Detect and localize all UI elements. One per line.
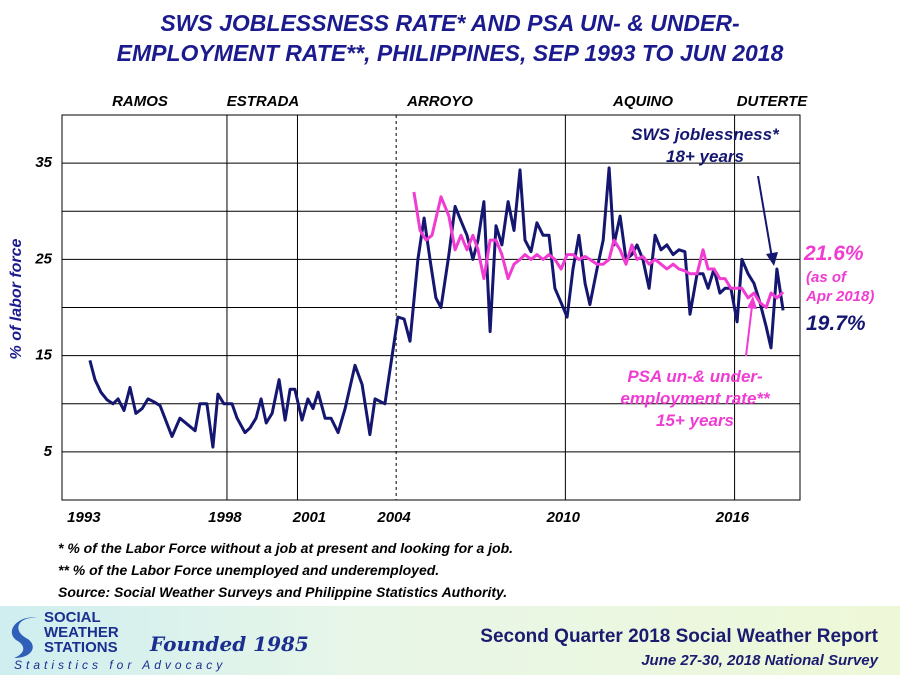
y-tick-label: 25 <box>34 250 52 267</box>
president-label: ARROYO <box>406 93 473 110</box>
chart: 5 15 25 35 1993 1998 2001 2004 2010 2016 RAMOS ESTR… <box>34 93 809 526</box>
footnote: ** % of the Labor Force unemployed and u… <box>58 562 440 578</box>
end-label: 21.6% <box>804 242 864 265</box>
series-annotation: SWS joblessness* 18+ years <box>631 125 779 166</box>
logo-line: SOCIAL <box>44 609 101 626</box>
plot-frame <box>61 114 801 501</box>
logo-text: SOCIAL WEATHER STATIONS <box>44 610 154 655</box>
y-tick-label: 15 <box>35 347 52 364</box>
president-label: RAMOS <box>112 93 168 110</box>
president-label: DUTERTE <box>737 93 809 110</box>
president-label: ESTRADA <box>227 93 300 110</box>
series-annotation: PSA un-& under- employment rate** 15+ ye… <box>620 367 770 430</box>
president-label: AQUINO <box>612 93 673 110</box>
motto: Statistics for Advocacy <box>14 658 227 672</box>
x-tick-label: 1998 <box>208 509 242 526</box>
y-tick-label: 35 <box>35 154 52 171</box>
logo-line: WEATHER <box>44 624 119 641</box>
x-tick-label: 1993 <box>67 509 101 526</box>
arrowhead <box>747 296 757 309</box>
arrowhead <box>766 252 778 266</box>
arrow <box>757 175 773 259</box>
series-line <box>88 166 785 449</box>
footer: SOCIAL WEATHER STATIONS Founded 1985 Stati… <box>0 606 900 675</box>
end-label: 19.7% <box>806 312 866 335</box>
end-note: (as of Apr 2018) <box>806 269 875 305</box>
series-line <box>412 191 785 309</box>
chart-title: SWS JOBLESSNESS RATE* AND PSA UN- & UNDE… <box>116 10 784 66</box>
survey-date: June 27-30, 2018 National Survey <box>641 652 878 669</box>
x-tick-label: 2004 <box>376 509 411 526</box>
y-tick-label: 5 <box>44 443 53 460</box>
report-title: Second Quarter 2018 Social Weather Repor… <box>480 626 878 647</box>
logo-icon <box>11 617 38 658</box>
x-tick-label: 2001 <box>292 509 326 526</box>
footnote: * % of the Labor Force without a job at … <box>58 540 514 556</box>
y-axis-label: % of labor force <box>8 238 25 360</box>
arrow <box>745 305 753 357</box>
logo-line: STATIONS <box>44 639 118 656</box>
footnote: Source: Social Weather Surveys and Phili… <box>58 584 508 600</box>
x-tick-label: 2010 <box>546 509 581 526</box>
x-tick-label: 2016 <box>715 509 750 526</box>
founded: Founded 1985 <box>150 632 309 656</box>
